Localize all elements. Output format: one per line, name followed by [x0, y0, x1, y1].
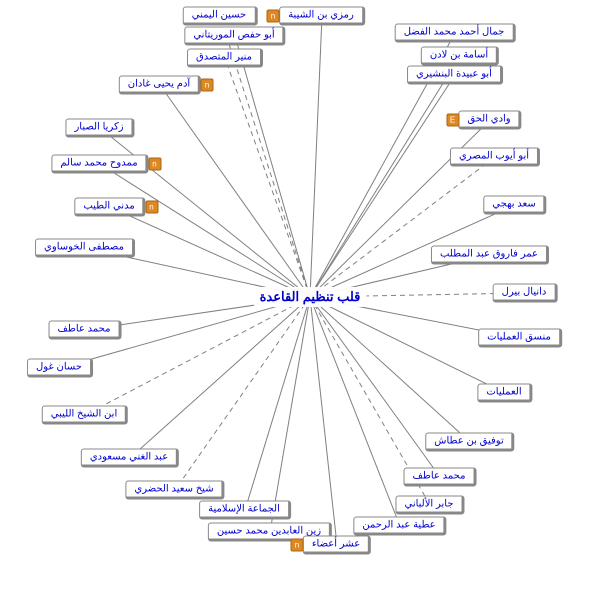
- graph-node[interactable]: عشر أعضاء: [303, 536, 371, 555]
- graph-node[interactable]: جمال أحمد محمد الفضل: [395, 24, 516, 43]
- graph-node[interactable]: مدني الطيب: [74, 198, 145, 217]
- edge: [310, 16, 322, 297]
- graph-node[interactable]: حسين اليمني: [183, 7, 258, 26]
- graph-node[interactable]: أبو أيوب المصري: [450, 148, 540, 167]
- edge: [310, 297, 337, 545]
- edge: [225, 58, 310, 297]
- graph-node[interactable]: محمد عاطف: [404, 468, 477, 487]
- graph-node[interactable]: عمر فاروق عبد المطلب: [431, 246, 549, 265]
- graph-node[interactable]: جابر الألباني: [395, 496, 464, 515]
- edge: [100, 164, 310, 297]
- graph-node[interactable]: زكريا الصبار: [65, 119, 134, 138]
- edge: [310, 297, 440, 477]
- edge: [160, 85, 310, 297]
- graph-node[interactable]: منسق العمليات: [478, 329, 562, 348]
- graph-node[interactable]: ممدوح محمد سالم: [51, 155, 148, 174]
- edge: [110, 207, 310, 297]
- edge: [245, 297, 310, 510]
- graph-node[interactable]: حسان غول: [27, 359, 93, 378]
- graph-node[interactable]: أبو عبيدة البنشيري: [407, 66, 503, 85]
- node-marker: E: [446, 114, 459, 127]
- graph-node[interactable]: دانيال بيرل: [493, 284, 558, 303]
- graph-node[interactable]: مصطفى الخوساوي: [35, 239, 135, 258]
- graph-node[interactable]: أسامة بن لادن: [421, 47, 499, 66]
- graph-node[interactable]: رمزي بن الشيبة: [279, 7, 365, 26]
- graph-node[interactable]: عبد الغني مسعودي: [81, 449, 179, 468]
- graph-node[interactable]: العمليات: [477, 384, 532, 403]
- node-marker: n: [291, 539, 304, 552]
- graph-node[interactable]: شيخ سعيد الحضري: [125, 481, 224, 500]
- graph-node[interactable]: منير المتصدق: [187, 49, 263, 68]
- node-marker: n: [267, 10, 280, 23]
- node-marker: n: [145, 201, 158, 214]
- edge: [235, 36, 310, 297]
- edge: [310, 157, 495, 297]
- graph-node[interactable]: توفيق بن عطاش: [425, 433, 514, 452]
- graph-node[interactable]: الجماعة الإسلامية: [199, 501, 291, 520]
- edge: [310, 297, 505, 393]
- graph-node[interactable]: ابن الشيخ الليبي: [42, 406, 128, 425]
- center-node: قلب تنظيم القاعدة: [254, 287, 367, 307]
- edge: [175, 297, 310, 490]
- graph-node[interactable]: سعد بهجي: [483, 196, 546, 215]
- node-marker: n: [148, 158, 161, 171]
- graph-node[interactable]: عطية عبد الرحمن: [353, 517, 446, 536]
- graph-node[interactable]: آدم يحيى غادان: [119, 76, 201, 95]
- graph-node[interactable]: أبو حفص الموريتاني: [184, 27, 285, 46]
- node-marker: n: [201, 79, 214, 92]
- edge: [270, 297, 310, 532]
- graph-node[interactable]: محمد عاطف: [49, 321, 122, 340]
- edge: [310, 297, 470, 442]
- graph-node[interactable]: وادي الحق: [458, 111, 521, 130]
- edge: [310, 297, 400, 526]
